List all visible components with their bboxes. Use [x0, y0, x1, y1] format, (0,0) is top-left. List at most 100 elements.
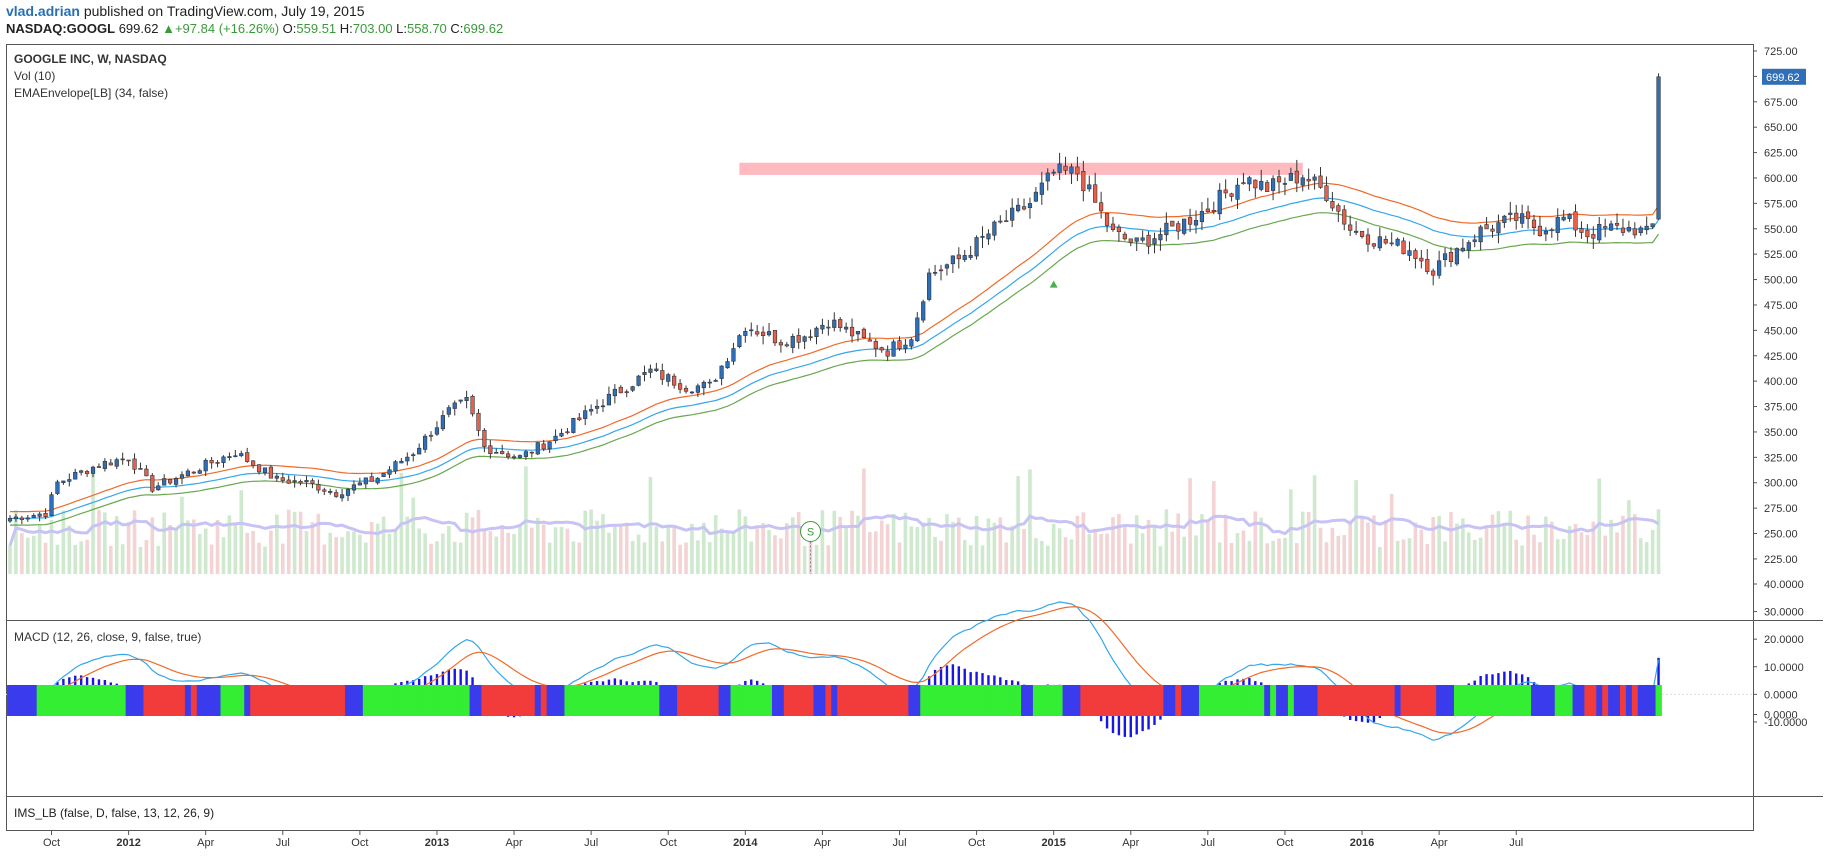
ims-cell	[754, 685, 761, 716]
volume-bar	[1081, 512, 1086, 574]
legend-title[interactable]: GOOGLE INC, W, NASDAQ	[14, 52, 167, 66]
author-link[interactable]: vlad.adrian	[6, 3, 80, 19]
macd-histogram-bar	[465, 670, 468, 695]
volume-bar	[1253, 511, 1258, 574]
ims-cell	[84, 685, 91, 716]
volume-bar	[1520, 545, 1524, 574]
candle-body	[1330, 201, 1335, 209]
price-tick-label: 525.00	[1764, 249, 1798, 261]
candle-body	[1265, 182, 1270, 192]
macd-histogram-bar	[957, 666, 960, 695]
ims-cell	[374, 685, 382, 716]
volume-bar	[364, 542, 368, 574]
volume-bar	[530, 527, 534, 574]
candle-body	[577, 417, 582, 421]
candle-body	[1235, 184, 1240, 200]
ims-cell	[653, 685, 660, 716]
volume-bar	[203, 528, 208, 574]
legend-ims[interactable]: IMS_LB (false, D, false, 13, 12, 26, 9)	[14, 806, 214, 820]
volume-bar	[992, 522, 997, 574]
candle-body	[1075, 166, 1080, 175]
ims-cell	[422, 685, 429, 716]
candle-body	[1004, 220, 1009, 223]
close-value: 699.62	[463, 21, 504, 36]
candle-body	[1312, 176, 1317, 181]
volume-bar	[1128, 543, 1133, 574]
volume-bar	[856, 515, 860, 574]
macd-histogram-bar	[1491, 674, 1494, 695]
volume-bar	[1324, 542, 1329, 574]
macd-histogram-bar	[1657, 657, 1660, 695]
candle-body	[1069, 166, 1074, 174]
candle-body	[838, 319, 843, 328]
ims-cell	[890, 685, 897, 716]
candle-body	[500, 451, 505, 454]
candle-body	[446, 407, 451, 415]
ims-cell	[469, 685, 476, 716]
candle-body	[998, 220, 1003, 223]
signal-markers: S	[800, 280, 1058, 574]
volume-bar	[879, 520, 884, 574]
ims-cell	[1442, 685, 1449, 716]
ims-cell	[1619, 685, 1627, 716]
volume-ma-layer	[8, 514, 1660, 547]
candle-body	[1021, 206, 1027, 210]
volume-bar	[393, 530, 398, 574]
legend-ema[interactable]: EMAEnvelope[LB] (34, false)	[14, 86, 168, 100]
volume-bar	[945, 514, 949, 574]
candle-body	[452, 402, 457, 409]
ims-cell	[78, 685, 85, 716]
candle-body	[873, 341, 878, 349]
candle-body	[215, 462, 220, 464]
volume-bar	[518, 525, 522, 574]
candle-body	[944, 264, 950, 269]
volume-bar	[1069, 539, 1074, 574]
chart-canvas[interactable]: 40.000030.000020.000010.00000.0000-10.00…	[0, 44, 1824, 863]
candle-body	[1158, 234, 1163, 241]
ims-cell	[1483, 685, 1490, 716]
candle-body	[132, 458, 137, 470]
candle-body	[434, 427, 440, 435]
split-marker-icon	[800, 520, 822, 542]
symbol-label[interactable]: NASDAQ:GOOGL	[6, 21, 116, 36]
ims-cell	[12, 685, 20, 716]
candle-body	[191, 471, 196, 474]
volume-bar	[1567, 526, 1572, 574]
volume-bar	[1111, 517, 1115, 574]
ims-cell	[1637, 685, 1645, 716]
volume-bar	[1419, 529, 1424, 574]
candle-body	[1525, 211, 1531, 219]
legend-vol[interactable]: Vol (10)	[14, 69, 55, 83]
volume-bar	[1176, 513, 1181, 574]
ims-cell	[1157, 685, 1164, 716]
ims-cell	[1270, 685, 1277, 716]
ims-cell	[143, 685, 150, 716]
candle-body	[1354, 230, 1359, 233]
volume-bar	[1057, 528, 1062, 574]
candle-body	[73, 471, 78, 480]
volume-bar	[779, 538, 783, 574]
candle-body	[695, 385, 700, 393]
candle-body	[719, 365, 724, 379]
ims-cell	[1056, 685, 1063, 716]
volume-bar	[1348, 520, 1352, 574]
volume-bar	[8, 545, 12, 574]
volume-bar	[595, 520, 599, 574]
candle-body	[589, 409, 594, 412]
volume-bar	[624, 522, 629, 574]
candle-body	[1431, 270, 1436, 276]
volume-bar	[1271, 540, 1275, 574]
legend-macd[interactable]: MACD (12, 26, close, 9, false, true)	[14, 630, 201, 644]
volume-bar	[547, 542, 552, 574]
ims-cell	[860, 685, 868, 716]
candle-body	[1104, 213, 1110, 226]
volume-bar	[630, 540, 635, 574]
volume-bar	[1277, 538, 1281, 574]
ema-envelope-layer	[9, 182, 1660, 526]
volume-bar	[1496, 511, 1501, 574]
price-tick-label: 575.00	[1764, 198, 1798, 210]
open-value: 559.51	[296, 21, 337, 36]
candle-body	[1638, 227, 1643, 233]
volume-bar	[702, 522, 706, 574]
ims-cell	[398, 685, 405, 716]
